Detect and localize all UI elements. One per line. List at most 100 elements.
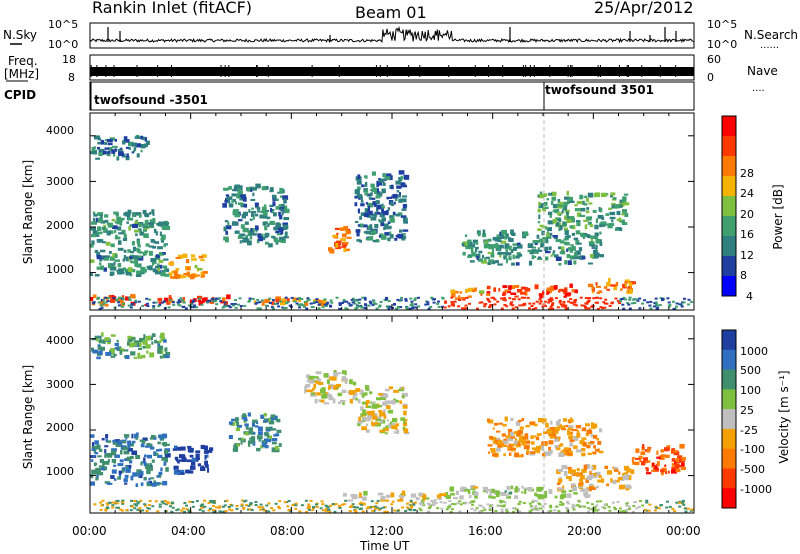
data-cell — [352, 381, 357, 386]
data-cell — [551, 302, 555, 305]
data-cell — [598, 475, 603, 478]
data-cell — [369, 391, 373, 395]
data-cell — [352, 396, 356, 400]
data-cell — [608, 207, 612, 210]
data-cell — [520, 286, 526, 290]
data-cell — [566, 254, 571, 259]
data-cell — [134, 504, 138, 507]
data-cell — [467, 239, 472, 244]
nave-legend-dots: .... — [752, 83, 765, 94]
data-cell — [314, 398, 318, 404]
data-cell — [379, 429, 385, 433]
data-cell — [235, 201, 238, 205]
data-cell — [576, 433, 581, 438]
data-cell — [583, 441, 587, 447]
data-cell — [579, 207, 586, 212]
data-cell — [576, 430, 580, 435]
data-cell — [514, 295, 519, 298]
data-cell — [573, 252, 577, 257]
data-cell — [614, 479, 620, 483]
data-cell — [378, 235, 382, 238]
data-cell — [356, 305, 360, 308]
data-cell — [155, 272, 161, 275]
data-cell — [378, 305, 382, 308]
data-cell — [543, 418, 547, 423]
data-cell — [584, 297, 588, 300]
data-cell — [357, 224, 361, 227]
data-cell — [550, 286, 554, 289]
data-cell — [559, 425, 565, 429]
data-cell — [593, 445, 596, 449]
data-cell — [363, 419, 370, 422]
data-cell — [96, 297, 100, 300]
data-cell — [558, 452, 565, 457]
data-cell — [343, 225, 349, 231]
data-cell — [267, 502, 271, 505]
data-cell — [558, 263, 562, 266]
data-cell — [268, 245, 272, 248]
data-cell — [511, 443, 516, 446]
data-cell — [120, 218, 123, 223]
data-cell — [394, 237, 398, 241]
data-cell — [585, 198, 589, 202]
data-cell — [396, 185, 402, 189]
data-cell — [437, 306, 441, 308]
data-cell — [298, 297, 301, 300]
data-cell — [177, 461, 180, 464]
data-cell — [175, 268, 180, 271]
data-cell — [548, 446, 551, 451]
data-cell — [111, 501, 115, 504]
data-cell — [492, 236, 497, 241]
data-cell — [597, 440, 602, 445]
data-cell — [677, 455, 683, 459]
data-cell — [537, 228, 542, 231]
data-cell — [600, 221, 607, 226]
data-cell — [538, 203, 545, 209]
data-cell — [324, 508, 328, 511]
data-cell — [424, 303, 428, 306]
data-cell — [667, 470, 670, 474]
data-cell — [104, 219, 109, 223]
data-cell — [232, 188, 237, 192]
data-cell — [291, 504, 295, 507]
data-cell — [579, 478, 583, 483]
data-cell — [297, 303, 301, 306]
data-cell — [665, 470, 668, 475]
data-cell — [475, 507, 479, 510]
data-cell — [250, 198, 256, 201]
data-cell — [498, 288, 501, 292]
data-cell — [269, 187, 274, 192]
data-cell — [568, 196, 573, 202]
data-cell — [157, 348, 162, 354]
data-cell — [513, 440, 518, 446]
data-cell — [490, 504, 494, 506]
data-cell — [359, 239, 362, 243]
data-cell — [112, 145, 118, 148]
data-cell — [158, 434, 163, 439]
data-cell — [393, 431, 399, 434]
data-cell — [569, 439, 575, 442]
data-cell — [566, 476, 572, 479]
data-cell — [409, 304, 413, 307]
data-cell — [115, 298, 119, 301]
data-cell — [500, 297, 503, 300]
data-cell — [131, 261, 137, 264]
data-cell — [418, 502, 422, 505]
data-cell — [493, 287, 497, 292]
data-cell — [536, 433, 542, 436]
data-cell — [488, 244, 494, 250]
data-cell — [585, 423, 591, 427]
data-cell — [588, 494, 591, 498]
data-cell — [182, 297, 185, 302]
data-cell — [677, 468, 681, 473]
data-cell — [158, 471, 163, 476]
data-cell — [105, 241, 111, 246]
data-cell — [593, 434, 598, 439]
data-cell — [563, 470, 567, 476]
data-cell — [217, 297, 221, 300]
data-cell — [580, 304, 584, 307]
data-cell — [534, 307, 538, 310]
data-cell — [459, 495, 464, 500]
data-cell — [258, 233, 264, 238]
data-cell — [145, 297, 149, 300]
